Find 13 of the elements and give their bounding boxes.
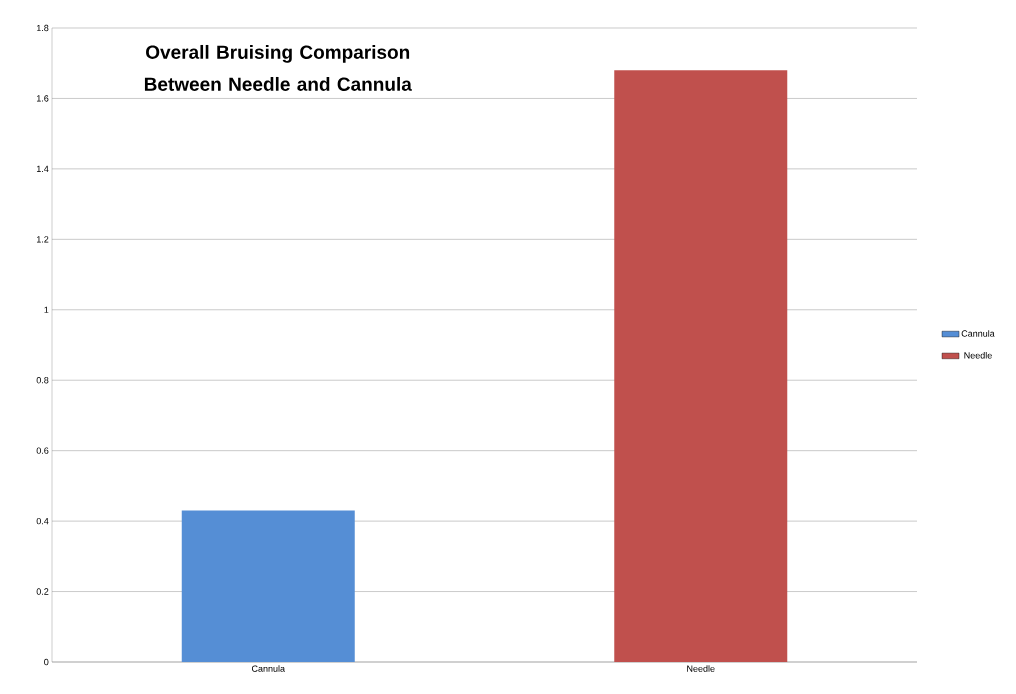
y-tick-label: 0.6 xyxy=(36,447,49,454)
y-tick-label: 0.2 xyxy=(36,588,49,595)
y-tick-label: 0 xyxy=(44,658,49,666)
text: Overall Bruising Comparison Between Needle and Cannula xyxy=(144,44,412,91)
y-tick-label: 1.8 xyxy=(36,24,49,32)
legend-label: Needle xyxy=(964,351,992,359)
y-tick-label: 1 xyxy=(44,306,49,313)
y-tick-label: 0.8 xyxy=(36,377,49,384)
y-tick-label: 1.2 xyxy=(36,236,49,243)
legend-label: Cannula xyxy=(961,330,995,337)
y-tick-label: 1.4 xyxy=(36,165,49,172)
y-tick-label: 1.6 xyxy=(36,95,49,102)
y-tick-label: 0.4 xyxy=(36,517,49,525)
